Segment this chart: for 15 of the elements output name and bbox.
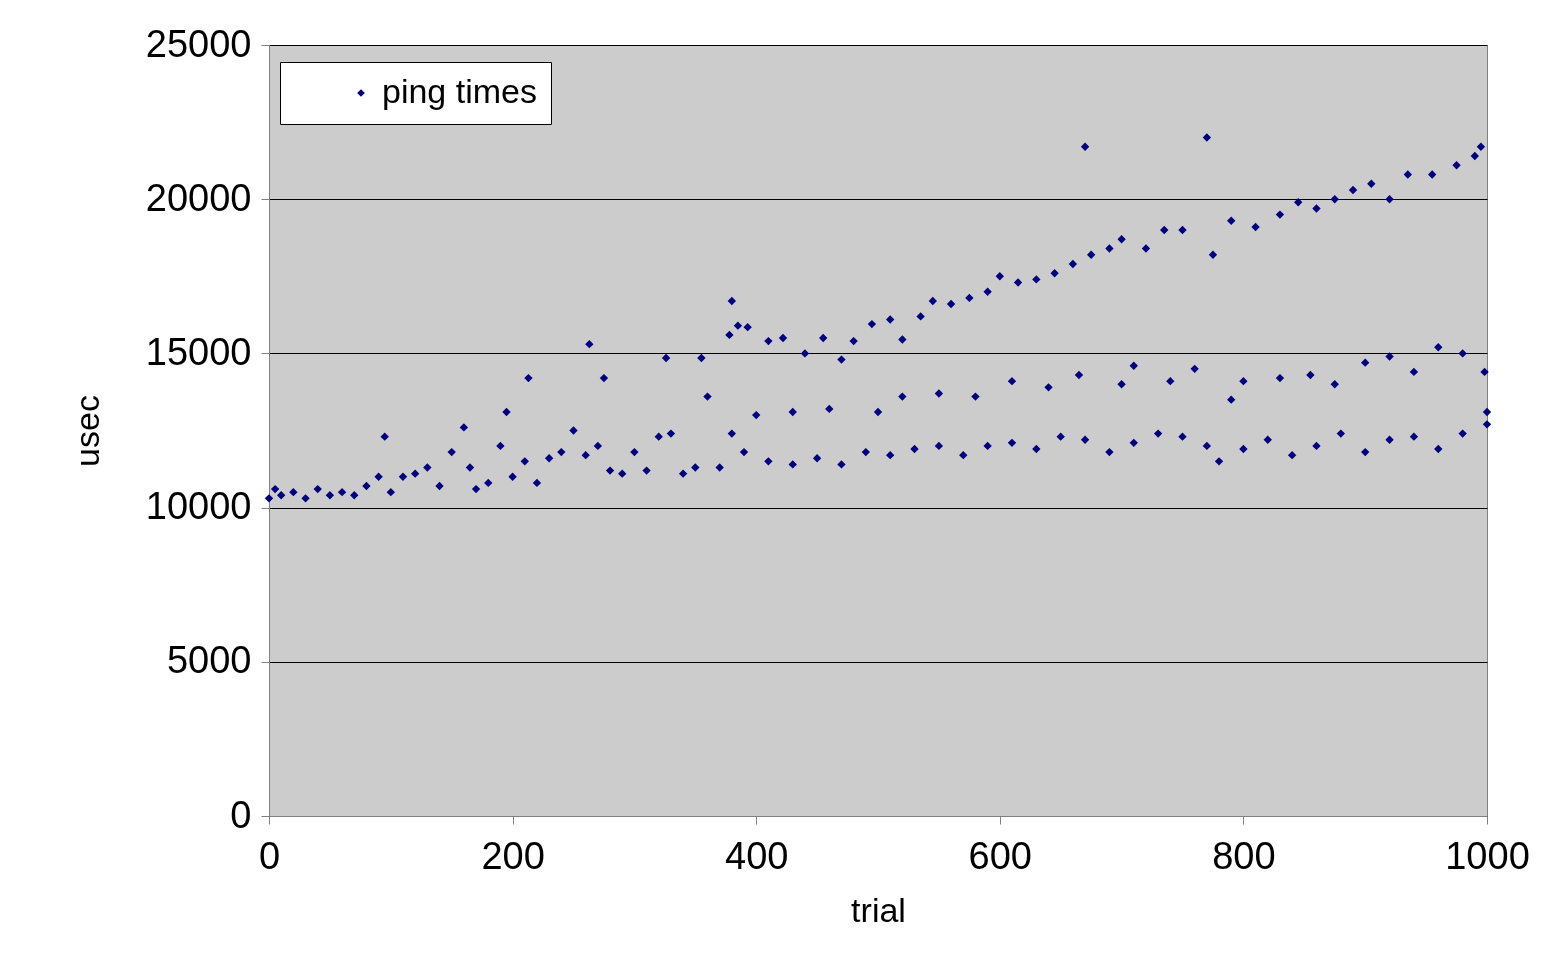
x-tick-label: 400 <box>725 834 789 877</box>
y-axis-title: usec <box>67 395 106 467</box>
x-tick-label: 200 <box>481 834 545 877</box>
y-tick-label: 5000 <box>166 639 252 682</box>
legend-label: ping times <box>382 72 537 110</box>
x-tick-label: 1000 <box>1445 834 1530 877</box>
y-tick-label: 20000 <box>145 176 252 219</box>
x-tick-label: 800 <box>1212 834 1276 877</box>
x-axis-title: trial <box>851 890 906 929</box>
y-tick-label: 25000 <box>145 22 252 65</box>
y-tick-label: 15000 <box>145 330 252 373</box>
y-tick-label: 0 <box>230 793 252 836</box>
y-tick-label: 10000 <box>145 485 252 528</box>
x-tick-label: 0 <box>258 834 281 877</box>
x-tick-label: 600 <box>968 834 1032 877</box>
